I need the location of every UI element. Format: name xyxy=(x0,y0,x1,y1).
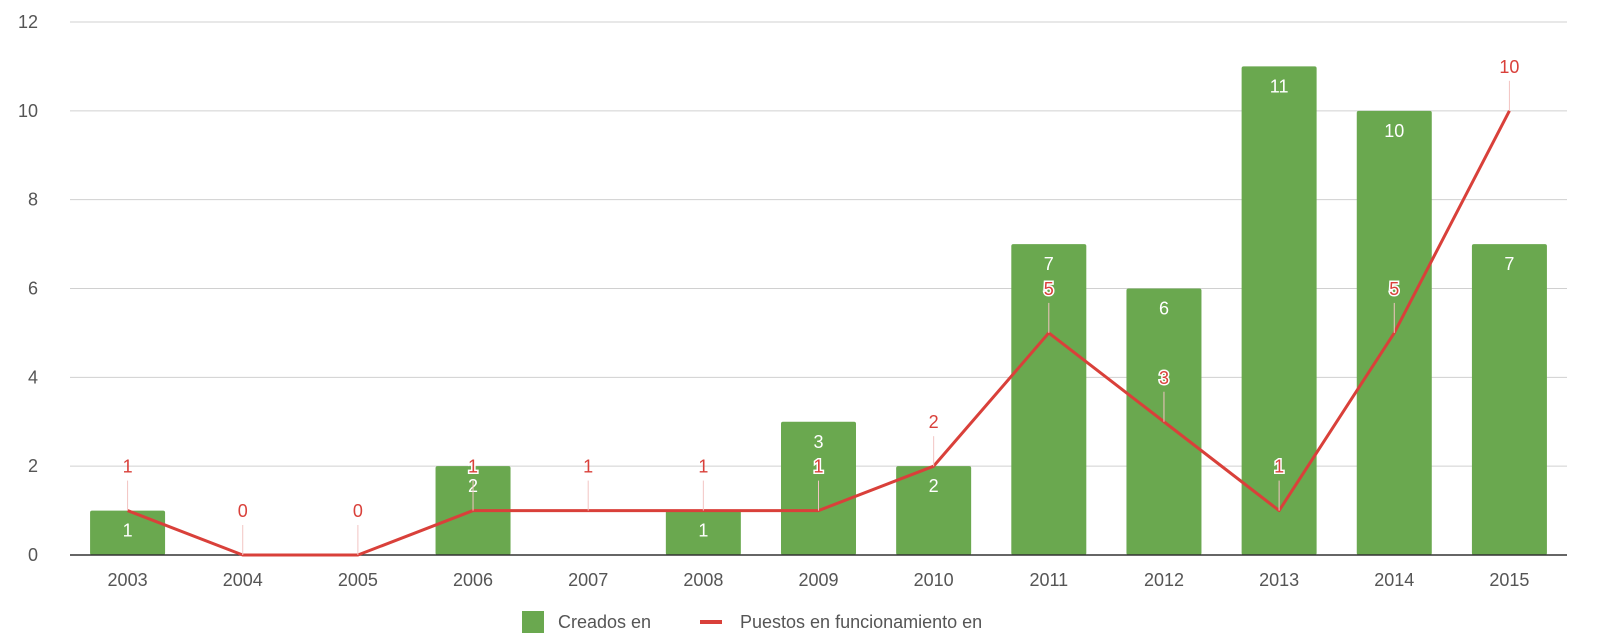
x-tick-label: 2009 xyxy=(798,570,838,590)
x-tick-label: 2013 xyxy=(1259,570,1299,590)
legend-swatch-puestos xyxy=(700,620,722,624)
bar-value-label: 2 xyxy=(929,476,939,496)
bar-2008 xyxy=(665,510,741,555)
gridlines xyxy=(70,21,1567,467)
x-tick-label: 2008 xyxy=(683,570,723,590)
legend: Creados en Puestos en funcionamiento en xyxy=(522,611,982,633)
bar-value-label: 10 xyxy=(1384,121,1404,141)
line-value-label: 5 xyxy=(1389,279,1399,299)
y-tick-label: 2 xyxy=(28,456,38,476)
y-tick-label: 8 xyxy=(28,190,38,210)
y-tick-label: 10 xyxy=(18,101,38,121)
x-axis-ticks: 2003 2004 2005 2006 2007 2008 2009 2010 2011 2012… xyxy=(108,570,1530,590)
line-value-label: 1 xyxy=(123,457,133,477)
y-tick-label: 6 xyxy=(28,279,38,299)
y-tick-label: 0 xyxy=(28,545,38,565)
line-value-label: 1 xyxy=(1274,457,1284,477)
line-value-label: 1 xyxy=(468,457,478,477)
line-value-label: 1 xyxy=(583,457,593,477)
legend-label-creados: Creados en xyxy=(558,612,651,632)
y-axis-ticks: 0 2 4 6 8 10 12 xyxy=(18,12,38,565)
legend-label-puestos: Puestos en funcionamiento en xyxy=(740,612,982,632)
line-value-label: 10 xyxy=(1499,57,1519,77)
bar-value-label: 1 xyxy=(123,521,133,541)
x-tick-label: 2004 xyxy=(223,570,263,590)
line-value-label: 1 xyxy=(813,457,823,477)
line-value-label: 2 xyxy=(929,412,939,432)
x-tick-label: 2006 xyxy=(453,570,493,590)
y-tick-label: 12 xyxy=(18,12,38,32)
bar-value-label: 11 xyxy=(1270,76,1289,96)
bar-value-label: 7 xyxy=(1044,254,1054,274)
x-tick-label: 2015 xyxy=(1489,570,1529,590)
x-tick-label: 2010 xyxy=(914,570,954,590)
line-value-label: 5 xyxy=(1044,279,1054,299)
bar-2003 xyxy=(90,510,166,555)
bar-2011 xyxy=(1011,244,1087,556)
line-value-label: 1 xyxy=(698,457,708,477)
bar-value-label: 1 xyxy=(698,521,708,541)
bar-2013 xyxy=(1241,66,1317,556)
x-tick-label: 2007 xyxy=(568,570,608,590)
bar-2010 xyxy=(896,466,972,555)
x-tick-label: 2005 xyxy=(338,570,378,590)
bar-value-label: 3 xyxy=(813,432,823,452)
legend-swatch-creados xyxy=(522,611,544,633)
bar-2015 xyxy=(1471,244,1547,556)
line-value-label: 3 xyxy=(1159,368,1169,388)
x-tick-label: 2003 xyxy=(108,570,148,590)
x-tick-label: 2012 xyxy=(1144,570,1184,590)
line-value-label: 0 xyxy=(238,501,248,521)
bar-value-label: 6 xyxy=(1159,299,1169,319)
line-value-label: 0 xyxy=(353,501,363,521)
y-tick-label: 4 xyxy=(28,367,38,387)
bar-value-label: 7 xyxy=(1504,254,1514,274)
x-tick-label: 2011 xyxy=(1029,570,1068,590)
x-tick-label: 2014 xyxy=(1374,570,1414,590)
